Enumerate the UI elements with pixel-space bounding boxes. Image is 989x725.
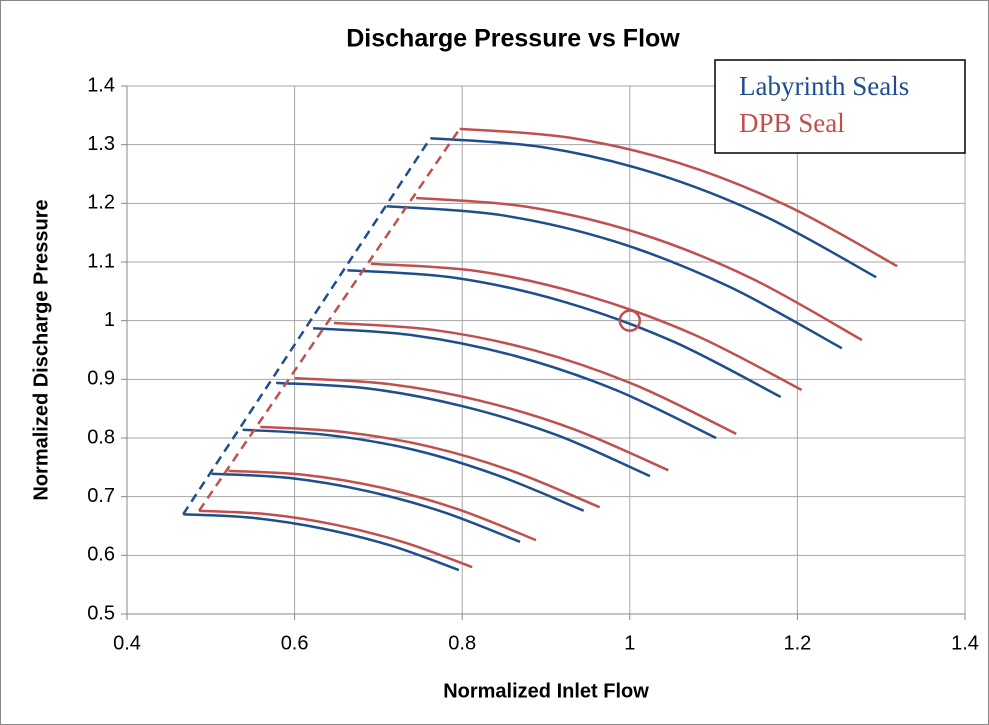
chart-title: Discharge Pressure vs Flow (346, 25, 680, 53)
legend-label: DPB Seal (739, 108, 845, 138)
speed-line (333, 321, 737, 436)
y-tick-label: 1.3 (87, 133, 115, 155)
y-tick-label: 0.7 (87, 485, 115, 507)
y-tick-label: 0.8 (87, 426, 115, 448)
speed-line (199, 509, 473, 569)
highlight-marker (618, 309, 642, 332)
y-tick-label: 1.4 (87, 74, 115, 96)
speed-line (211, 472, 521, 544)
legend-box (714, 59, 966, 154)
y-axis-label: Normalized Discharge Pressure (30, 199, 52, 500)
x-tick-label: 1.4 (951, 632, 979, 654)
x-tick-label: 0.6 (281, 632, 309, 654)
speed-line (276, 381, 651, 478)
speed-line (294, 376, 669, 472)
x-axis-label: Normalized Inlet Flow (443, 680, 649, 702)
y-tick-label: 1.1 (87, 250, 115, 272)
surge-line (198, 128, 461, 512)
speed-line (260, 425, 601, 509)
speed-line (386, 205, 843, 350)
y-tick-label: 0.5 (87, 602, 115, 624)
y-tick-label: 0.9 (87, 368, 115, 390)
y-tick-label: 1.2 (87, 192, 115, 214)
speed-line (416, 196, 863, 342)
speed-line (347, 268, 782, 399)
speed-line (242, 428, 585, 512)
y-tick-label: 1 (104, 309, 115, 331)
legend-label: Labyrinth Seals (739, 71, 909, 101)
x-tick-label: 0.8 (448, 632, 476, 654)
speed-line (183, 513, 460, 572)
y-tick-label: 0.6 (87, 544, 115, 566)
speed-line (312, 327, 717, 440)
speed-line (228, 469, 537, 542)
x-tick-label: 1 (624, 632, 635, 654)
speed-line (459, 127, 898, 268)
surge-line (182, 137, 432, 515)
x-tick-label: 0.4 (113, 632, 141, 654)
speed-line (430, 136, 877, 279)
speed-line (370, 262, 803, 392)
x-tick-label: 1.2 (783, 632, 811, 654)
